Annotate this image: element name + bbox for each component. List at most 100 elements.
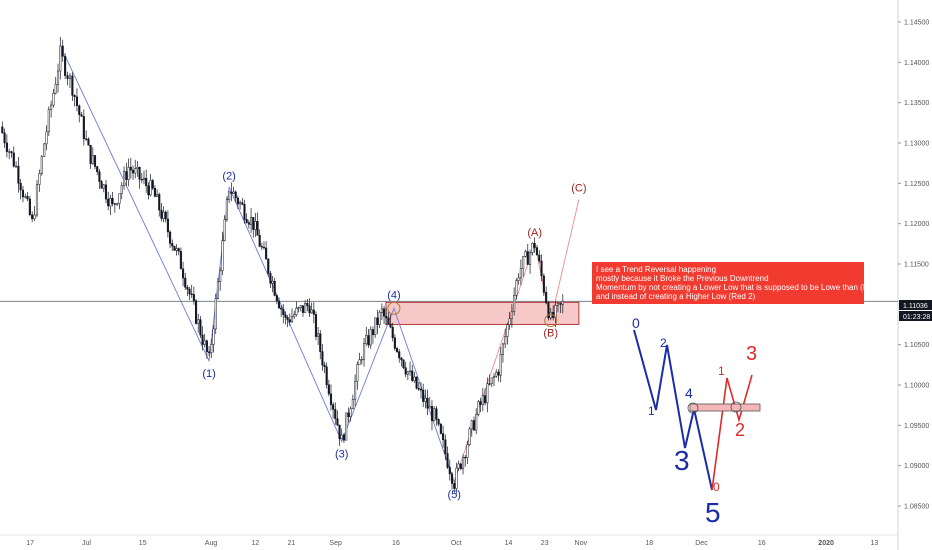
candle-body — [164, 211, 167, 220]
candle-body — [513, 295, 516, 312]
candle-body — [129, 166, 132, 171]
time-tick-label: Jul — [82, 540, 91, 547]
candle-body — [12, 152, 15, 167]
candle-body — [111, 197, 114, 204]
candle-body — [490, 377, 493, 384]
current-price-label: 1.11036 — [903, 303, 928, 310]
candle-body — [504, 336, 507, 345]
candle-body — [297, 307, 300, 309]
candle-body — [205, 340, 208, 353]
wave-labels: (1) (2) (3) (4) (5) (A) (B) (C) — [202, 170, 586, 500]
sketch-label-blue-4: 4 — [685, 385, 693, 401]
candle-body — [166, 218, 169, 233]
candle-body — [497, 371, 500, 376]
candle-body — [282, 308, 285, 315]
candle-body — [19, 183, 22, 191]
time-tick-label: Aug — [205, 540, 218, 547]
time-tick-label: Sep — [329, 540, 342, 547]
candle-body — [214, 298, 217, 330]
candle-body — [488, 383, 491, 385]
annotation-line-4: and instead of creating a Higher Low (Re… — [596, 292, 756, 301]
candle-body — [61, 45, 64, 57]
candle-body — [28, 198, 31, 216]
candle-body — [87, 138, 90, 146]
price-tick-label: 1.14000 — [904, 60, 929, 67]
candle-body — [210, 344, 213, 353]
candle-body — [273, 280, 276, 296]
candle-body — [383, 308, 386, 317]
candle-body — [113, 203, 116, 205]
candle-body — [277, 300, 281, 309]
candle-body — [116, 203, 119, 205]
candle-body — [549, 312, 552, 319]
candle-body — [327, 384, 330, 395]
sketch-marker-blue — [687, 402, 699, 414]
candle-body — [468, 428, 471, 445]
candle-body — [33, 214, 36, 220]
candle-body — [304, 303, 307, 313]
sketch-label-blue-3: 3 — [674, 445, 690, 476]
candle-body — [197, 319, 200, 324]
hand-sketch: 0 1 2 3 4 5 0 1 2 3 — [632, 315, 761, 528]
candle-body — [295, 307, 298, 315]
candle-body — [52, 92, 55, 106]
candle-body — [230, 191, 233, 194]
candle-body — [461, 456, 465, 469]
time-tick-label: 13 — [870, 540, 878, 547]
candle-body — [31, 214, 34, 220]
time-tick-label: Dec — [695, 540, 708, 547]
candle-body — [347, 412, 350, 417]
candle-body — [535, 247, 539, 256]
time-tick-label: 21 — [288, 540, 296, 547]
candle-body — [280, 307, 283, 310]
candle-body — [286, 317, 289, 320]
candle-body — [354, 380, 357, 400]
candle-body — [127, 166, 130, 180]
candle-body — [457, 463, 460, 469]
candle-body — [207, 351, 211, 353]
time-tick-label: 18 — [645, 540, 653, 547]
candle-body — [531, 243, 534, 253]
sketch-red-wave — [711, 374, 753, 491]
candle-body — [464, 456, 467, 459]
candle-body — [228, 191, 231, 200]
candle-body — [3, 132, 6, 144]
candle-body — [424, 397, 427, 402]
candle-body — [17, 165, 20, 184]
candle-body — [437, 419, 440, 425]
candle-body — [140, 179, 143, 181]
candle-body — [446, 453, 449, 468]
candle-body — [367, 335, 370, 346]
candle-body — [380, 308, 383, 313]
candle-body — [317, 333, 320, 337]
candle-body — [358, 359, 361, 365]
candle-body — [413, 376, 416, 381]
wave-label-blue: (4) — [387, 289, 400, 301]
candle-body — [265, 247, 268, 260]
candle-body — [216, 281, 220, 299]
candle-body — [453, 483, 456, 489]
sketch-label-red-1: 1 — [718, 364, 725, 378]
candle-body — [284, 314, 287, 318]
candle-body — [125, 171, 128, 180]
candle-body — [561, 300, 564, 305]
candle-body — [369, 329, 372, 346]
candles — [1, 36, 564, 494]
candle-body — [122, 171, 126, 186]
wave-label-blue: (3) — [335, 448, 348, 460]
candle-body — [260, 246, 263, 248]
candle-body — [56, 70, 60, 85]
candle-body — [45, 131, 48, 145]
price-tick-label: 1.13500 — [904, 100, 929, 107]
candle-body — [241, 202, 244, 205]
candle-body — [533, 243, 536, 248]
sketch-label-blue-1: 1 — [648, 404, 655, 418]
candle-body — [547, 302, 550, 319]
candle-body — [501, 343, 504, 355]
red-wave-line — [453, 199, 580, 482]
candle-body — [365, 335, 368, 344]
candle-body — [147, 185, 150, 196]
candle-body — [149, 180, 152, 196]
candle-body — [182, 268, 185, 279]
